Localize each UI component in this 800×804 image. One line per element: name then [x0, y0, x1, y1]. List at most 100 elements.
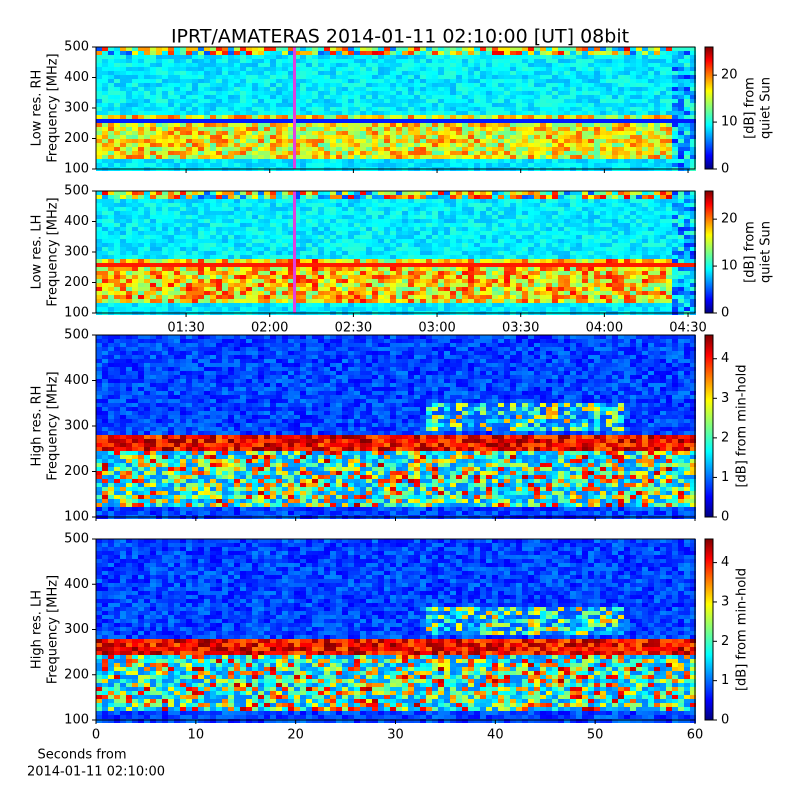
spectrogram-cell — [534, 231, 540, 235]
spectrogram-cell — [558, 211, 564, 215]
spectrogram-cell — [192, 259, 198, 263]
spectrogram-cell — [378, 211, 384, 215]
spectrogram-cell — [678, 123, 684, 127]
spectrogram-cell — [558, 191, 564, 195]
spectrogram-cell — [102, 75, 108, 79]
spectrogram-cell — [126, 79, 132, 83]
spectrogram-cell — [108, 71, 114, 75]
spectrogram-cell — [366, 203, 372, 207]
spectrogram-cell — [342, 127, 348, 131]
spectrogram-cell — [624, 99, 630, 103]
spectrogram-cell — [276, 227, 282, 231]
spectrogram-cell — [222, 155, 228, 159]
spectrogram-cell — [642, 155, 648, 159]
spectrogram-cell — [360, 215, 366, 219]
spectrogram-cell — [156, 47, 162, 51]
spectrogram-cell — [672, 247, 678, 251]
spectrogram-cell — [120, 51, 126, 55]
spectrogram-cell — [384, 195, 390, 199]
spectrogram-cell — [360, 259, 366, 263]
spectrogram-cell — [546, 223, 552, 227]
spectrogram-cell — [462, 59, 468, 63]
spectrogram-cell — [438, 151, 444, 155]
spectrogram-cell — [360, 139, 366, 143]
spectrogram-cell — [360, 131, 366, 135]
spectrogram-cell — [456, 79, 462, 83]
spectrogram-cell — [672, 155, 678, 159]
spectrogram-cell — [366, 115, 372, 119]
spectrogram-cell — [456, 143, 462, 147]
spectrogram-cell — [618, 131, 624, 135]
spectrogram-cell — [480, 59, 486, 63]
spectrogram-cell — [546, 47, 552, 51]
spectrogram-cell — [444, 135, 450, 139]
spectrogram-cell — [108, 211, 114, 215]
spectrogram-cell — [588, 259, 594, 263]
spectrogram-cell — [588, 103, 594, 107]
spectrogram-cell — [366, 195, 372, 199]
spectrogram-cell — [150, 63, 156, 67]
spectrogram-cell — [444, 63, 450, 67]
spectrogram-cell — [300, 211, 306, 215]
spectrogram-cell — [552, 135, 558, 139]
spectrogram-cell — [426, 227, 432, 231]
spectrogram-cell — [234, 147, 240, 151]
spectrogram-cell — [534, 155, 540, 159]
spectrogram-cell — [120, 95, 126, 99]
spectrogram-cell — [594, 87, 600, 91]
spectrogram-cell — [432, 255, 438, 259]
spectrogram-cell — [576, 163, 582, 167]
spectrogram-cell — [222, 215, 228, 219]
spectrogram-cell — [618, 219, 624, 223]
spectrogram-cell — [336, 123, 342, 127]
spectrogram-cell — [486, 99, 492, 103]
spectrogram-cell — [540, 223, 546, 227]
spectrogram-cell — [198, 163, 204, 167]
spectrogram-cell — [534, 227, 540, 231]
spectrogram-cell — [528, 59, 534, 63]
spectrogram-cell — [168, 191, 174, 195]
spectrogram-cell — [336, 255, 342, 259]
spectrogram-cell — [426, 239, 432, 243]
spectrogram-cell — [342, 95, 348, 99]
spectrogram-cell — [312, 211, 318, 215]
spectrogram-cell — [348, 139, 354, 143]
spectrogram-cell — [120, 219, 126, 223]
spectrogram-cell — [642, 227, 648, 231]
spectrogram-cell — [468, 235, 474, 239]
spectrogram-cell — [462, 207, 468, 211]
spectrogram-cell — [444, 123, 450, 127]
spectrogram-cell — [330, 55, 336, 59]
spectrogram-cell — [312, 107, 318, 111]
spectrogram-cell — [504, 103, 510, 107]
spectrogram-cell — [498, 111, 504, 115]
spectrogram-cell — [252, 63, 258, 67]
spectrogram-cell — [240, 211, 246, 215]
spectrogram-cell — [522, 191, 528, 195]
spectrogram-cell — [630, 215, 636, 219]
spectrogram-cell — [132, 159, 138, 163]
spectrogram-cell — [180, 203, 186, 207]
spectrogram-cell — [660, 59, 666, 63]
spectrogram-cell — [642, 243, 648, 247]
spectrogram-cell — [156, 139, 162, 143]
spectrogram-cell — [138, 95, 144, 99]
spectrogram-cell — [372, 67, 378, 71]
spectrogram-cell — [594, 159, 600, 163]
spectrogram-cell — [570, 235, 576, 239]
spectrogram-cell — [150, 155, 156, 159]
spectrogram-cell — [618, 63, 624, 67]
spectrogram-cell — [588, 247, 594, 251]
spectrogram-cell — [612, 251, 618, 255]
spectrogram-cell — [588, 195, 594, 199]
spectrogram-cell — [150, 99, 156, 103]
spectrogram-cell — [360, 151, 366, 155]
spectrogram-cell — [570, 147, 576, 151]
spectrogram-cell — [144, 163, 150, 167]
spectrogram-cell — [156, 215, 162, 219]
spectrogram-cell — [468, 163, 474, 167]
spectrogram-cell — [240, 127, 246, 131]
spectrogram-cell — [132, 151, 138, 155]
spectrogram-cell — [222, 227, 228, 231]
spectrogram-cell — [636, 55, 642, 59]
